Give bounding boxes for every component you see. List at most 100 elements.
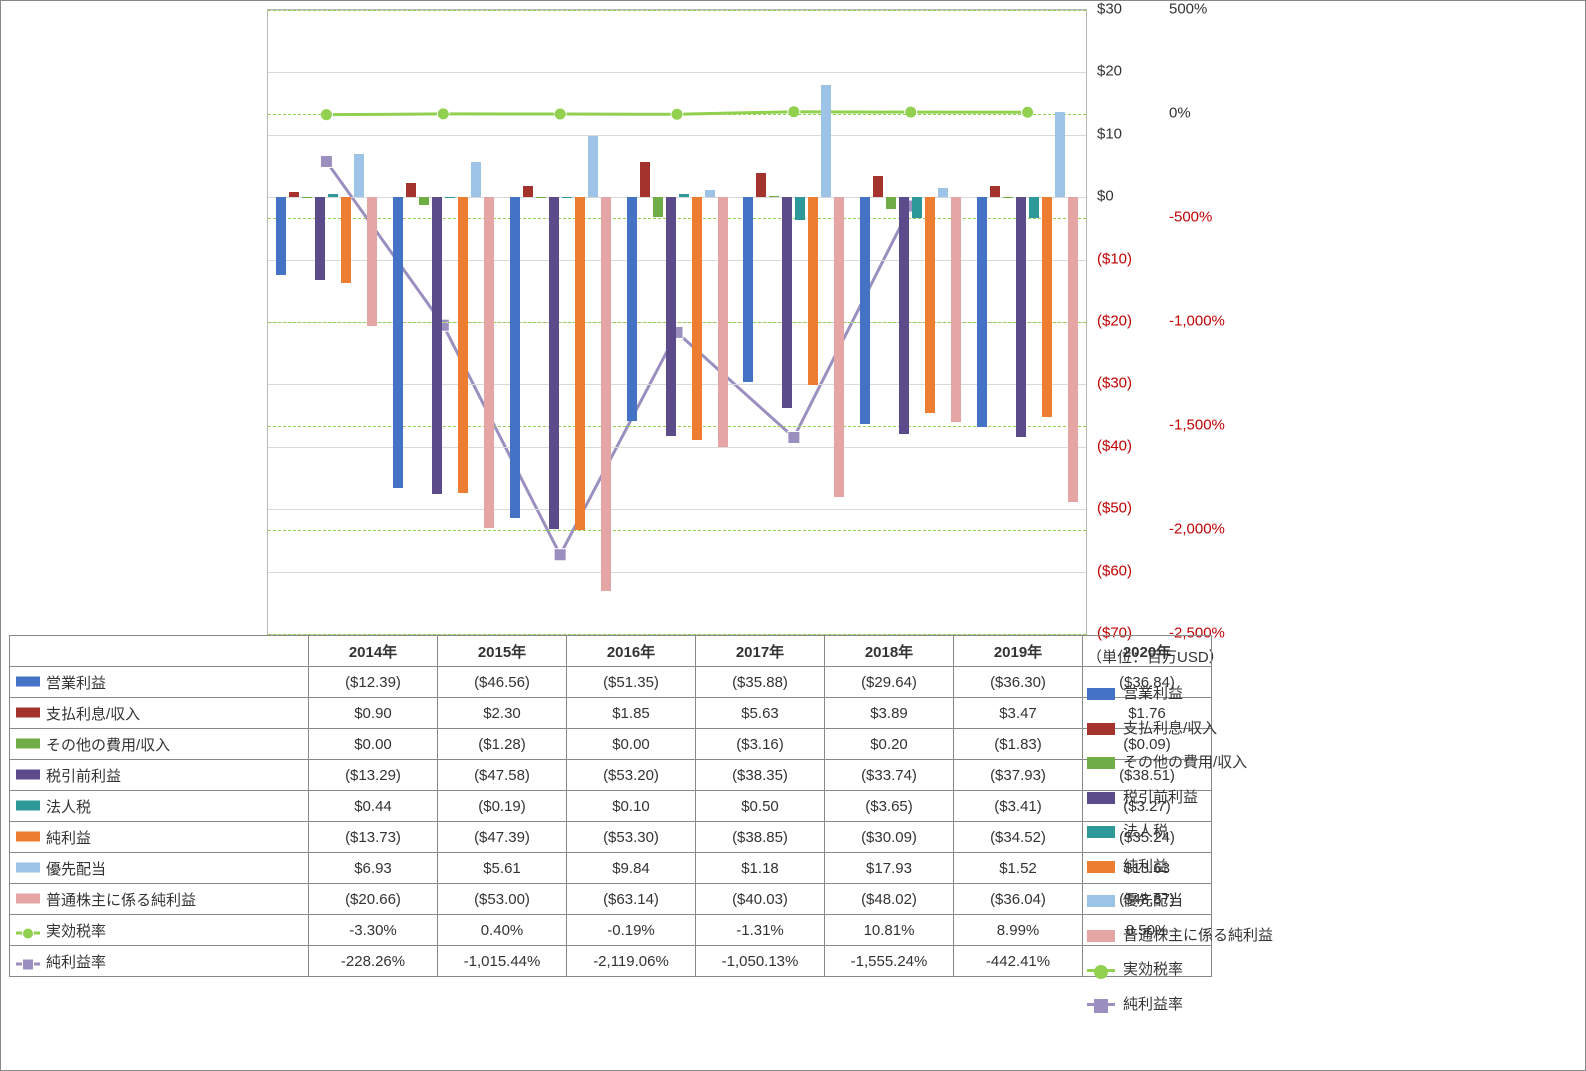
cell-op: ($51.35) [567, 667, 696, 698]
bar-pref [1055, 112, 1065, 197]
line-npm [326, 161, 910, 554]
cell-npm: -2,119.06% [567, 946, 696, 977]
legend-item-ni: 純利益 [1087, 850, 1273, 885]
year-header: 2014年 [309, 636, 438, 667]
cell-int: $5.63 [696, 698, 825, 729]
cell-ni: ($53.30) [567, 822, 696, 853]
year-header: 2020年 [1083, 636, 1212, 667]
legend-item-other: その他の費用/収入 [1087, 746, 1273, 781]
cell-etr: 10.81% [825, 915, 954, 946]
cell-tax: ($3.41) [954, 791, 1083, 822]
cell-npm: -1,050.13% [696, 946, 825, 977]
cell-etr: 0.40% [438, 915, 567, 946]
marker-etr [788, 106, 800, 118]
bar-tax [795, 197, 805, 220]
year-header: 2016年 [567, 636, 696, 667]
legend: 営業利益支払利息/収入その他の費用/収入税引前利益法人税純利益優先配当普通株主に… [1087, 677, 1273, 1022]
row-label-com: 普通株主に係る純利益 [10, 884, 309, 915]
legend-item-pref: 優先配当 [1087, 884, 1273, 919]
row-label-npm: 純利益率 [10, 946, 309, 977]
legend-label: 税引前利益 [1123, 781, 1198, 816]
bar-other [536, 197, 546, 198]
y2-tick-label: -500% [1169, 210, 1212, 225]
bar-op [743, 197, 753, 382]
row-label-ni: 純利益 [10, 822, 309, 853]
y2-axis-labels: 500%0%-500%-1,000%-1,500%-2,000%-2,500% [1169, 9, 1249, 635]
legend-label: 支払利息/収入 [1123, 712, 1217, 747]
cell-pbt: ($33.74) [825, 760, 954, 791]
legend-label: その他の費用/収入 [1123, 746, 1247, 781]
cell-pbt: ($13.29) [309, 760, 438, 791]
cell-pbt: ($38.35) [696, 760, 825, 791]
cell-int: $3.47 [954, 698, 1083, 729]
bar-tax [328, 194, 338, 197]
cell-other: $0.20 [825, 729, 954, 760]
legend-item-op: 営業利益 [1087, 677, 1273, 712]
legend-item-tax: 法人税 [1087, 815, 1273, 850]
y1-tick-label: $20 [1097, 64, 1122, 79]
legend-item-int: 支払利息/収入 [1087, 712, 1273, 747]
row-label-other: その他の費用/収入 [10, 729, 309, 760]
cell-tax: ($0.19) [438, 791, 567, 822]
year-header: 2019年 [954, 636, 1083, 667]
y2-tick-label: -1,000% [1169, 314, 1225, 329]
bar-tax [1029, 197, 1039, 217]
bar-op [977, 197, 987, 427]
cell-op: ($12.39) [309, 667, 438, 698]
cell-op: ($29.64) [825, 667, 954, 698]
plot-area [267, 9, 1087, 635]
bar-int [523, 186, 533, 198]
bar-other [886, 197, 896, 208]
bar-com [1068, 197, 1078, 502]
y2-tick-label: -2,000% [1169, 522, 1225, 537]
legend-item-npm: 純利益率 [1087, 988, 1273, 1023]
y1-tick-label: $30 [1097, 2, 1122, 17]
row-label-tax: 法人税 [10, 791, 309, 822]
bar-op [627, 197, 637, 421]
bar-com [367, 197, 377, 326]
cell-npm: -228.26% [309, 946, 438, 977]
marker-npm [320, 155, 332, 167]
marker-etr [1022, 106, 1034, 118]
bar-op [276, 197, 286, 274]
legend-label: 純利益 [1123, 850, 1168, 885]
bar-pbt [432, 197, 442, 494]
year-header: 2015年 [438, 636, 567, 667]
bar-tax [912, 197, 922, 218]
y1-tick-label: $0 [1097, 189, 1114, 204]
bar-pbt [899, 197, 909, 434]
bar-pref [588, 136, 598, 197]
legend-label: 普通株主に係る純利益 [1123, 919, 1273, 954]
row-label-etr: 実効税率 [10, 915, 309, 946]
cell-other: $0.00 [309, 729, 438, 760]
cell-etr: -1.31% [696, 915, 825, 946]
legend-item-etr: 実効税率 [1087, 953, 1273, 988]
bar-ni [808, 197, 818, 385]
bar-pref [938, 188, 948, 197]
bar-pref [705, 190, 715, 197]
cell-op: ($35.88) [696, 667, 825, 698]
y1-tick-label: $10 [1097, 126, 1122, 141]
cell-other: ($1.83) [954, 729, 1083, 760]
marker-etr [905, 106, 917, 118]
cell-com: ($53.00) [438, 884, 567, 915]
bar-other [419, 197, 429, 205]
cell-tax: $0.44 [309, 791, 438, 822]
bar-other [302, 197, 312, 198]
legend-label: 営業利益 [1123, 677, 1183, 712]
cell-other: ($1.28) [438, 729, 567, 760]
cell-other: $0.00 [567, 729, 696, 760]
row-label-pbt: 税引前利益 [10, 760, 309, 791]
cell-int: $0.90 [309, 698, 438, 729]
cell-int: $1.85 [567, 698, 696, 729]
cell-pref: $6.93 [309, 853, 438, 884]
cell-com: ($40.03) [696, 884, 825, 915]
data-table: 2014年2015年2016年2017年2018年2019年2020年営業利益(… [9, 635, 1212, 977]
cell-com: ($48.02) [825, 884, 954, 915]
year-header: 2017年 [696, 636, 825, 667]
y1-tick-label: ($30) [1097, 376, 1132, 391]
cell-com: ($36.04) [954, 884, 1083, 915]
cell-etr: -3.30% [309, 915, 438, 946]
bar-com [484, 197, 494, 528]
y1-tick-label: ($60) [1097, 563, 1132, 578]
